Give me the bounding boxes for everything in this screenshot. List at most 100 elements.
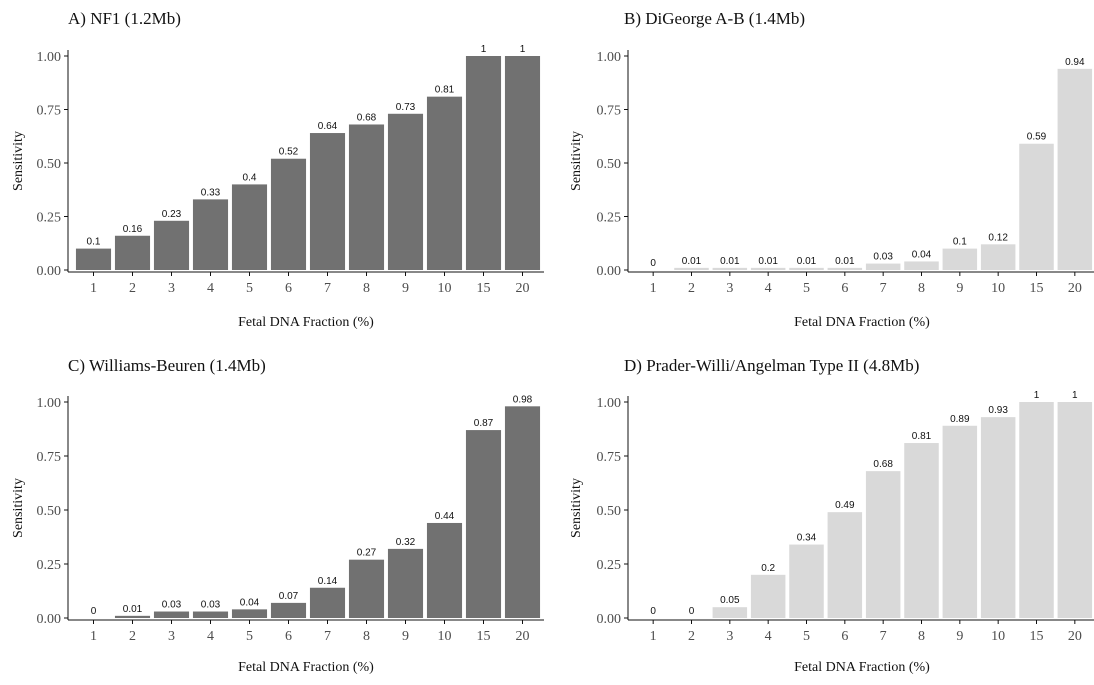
x-tick-label: 20 bbox=[516, 629, 530, 644]
bar-value-label: 0.01 bbox=[123, 604, 143, 615]
bar bbox=[827, 267, 863, 270]
bar bbox=[980, 417, 1016, 618]
bar bbox=[270, 602, 307, 618]
x-tick-label: 9 bbox=[402, 629, 409, 644]
x-tick-label: 2 bbox=[688, 629, 695, 644]
bar bbox=[504, 406, 541, 618]
y-tick-label: 0.75 bbox=[597, 450, 622, 465]
bar bbox=[426, 522, 463, 618]
bar-value-label: 0.14 bbox=[318, 576, 338, 587]
x-tick-label: 9 bbox=[402, 281, 409, 296]
bar bbox=[231, 184, 268, 270]
y-tick-label: 1.00 bbox=[37, 396, 62, 411]
bar bbox=[865, 263, 901, 270]
x-tick-label: 1 bbox=[650, 629, 657, 644]
x-tick-label: 3 bbox=[726, 281, 733, 296]
bar bbox=[348, 124, 385, 270]
bar-value-label: 0.12 bbox=[988, 232, 1008, 243]
chart-title: A) NF1 (1.2Mb) bbox=[68, 9, 181, 28]
x-tick-label: 10 bbox=[991, 281, 1005, 296]
x-tick-label: 10 bbox=[438, 629, 452, 644]
x-tick-label: 3 bbox=[168, 629, 175, 644]
bar-value-label: 0.03 bbox=[873, 252, 893, 263]
y-tick-label: 0.00 bbox=[597, 264, 622, 279]
bar bbox=[192, 199, 229, 270]
bar-value-label: 0.32 bbox=[396, 537, 416, 548]
x-tick-label: 2 bbox=[688, 281, 695, 296]
bar-value-label: 0.52 bbox=[279, 147, 299, 158]
bar bbox=[504, 56, 541, 270]
bar-value-label: 0.93 bbox=[988, 405, 1008, 416]
x-tick-label: 5 bbox=[246, 281, 253, 296]
bar bbox=[1019, 143, 1054, 270]
x-tick-label: 2 bbox=[129, 629, 136, 644]
bar bbox=[1019, 402, 1054, 618]
bar-value-label: 0.07 bbox=[279, 591, 299, 602]
bar bbox=[980, 244, 1016, 270]
bar bbox=[750, 267, 786, 270]
x-tick-label: 20 bbox=[1068, 281, 1082, 296]
chart-title: B) DiGeorge A-B (1.4Mb) bbox=[624, 9, 805, 28]
bar-value-label: 1 bbox=[520, 44, 526, 55]
bar-value-label: 0.04 bbox=[912, 249, 932, 260]
x-tick-label: 1 bbox=[90, 281, 97, 296]
bar-value-label: 1 bbox=[1072, 390, 1078, 401]
y-tick-label: 0.50 bbox=[37, 504, 62, 519]
y-tick-label: 0.50 bbox=[597, 504, 622, 519]
bar-value-label: 0.01 bbox=[797, 256, 817, 267]
y-tick-label: 0.50 bbox=[597, 157, 622, 172]
x-tick-label: 3 bbox=[168, 281, 175, 296]
bar bbox=[904, 261, 939, 270]
y-tick-label: 0.00 bbox=[597, 612, 622, 627]
bar bbox=[114, 615, 151, 618]
y-tick-label: 1.00 bbox=[597, 50, 622, 65]
bar bbox=[114, 235, 151, 270]
bar bbox=[789, 267, 824, 270]
x-tick-label: 6 bbox=[841, 629, 848, 644]
x-tick-label: 3 bbox=[726, 629, 733, 644]
bar bbox=[153, 220, 190, 270]
bar-value-label: 0.1 bbox=[953, 237, 967, 248]
bar bbox=[942, 425, 978, 618]
bar bbox=[865, 471, 901, 618]
chart-panel-1: A) NF1 (1.2Mb) 0.00 0.25 0.50 0.75 1.00 0.1 1 0.… bbox=[11, 9, 544, 330]
x-tick-label: 10 bbox=[991, 629, 1005, 644]
bar-value-label: 0.05 bbox=[720, 595, 740, 606]
x-axis-title: Fetal DNA Fraction (%) bbox=[794, 315, 930, 330]
bar bbox=[192, 611, 229, 618]
y-axis-title: Sensitivity bbox=[569, 478, 584, 538]
x-tick-label: 9 bbox=[956, 281, 963, 296]
x-axis-title: Fetal DNA Fraction (%) bbox=[238, 660, 374, 675]
x-tick-label: 15 bbox=[477, 629, 491, 644]
bar bbox=[387, 113, 424, 270]
y-tick-label: 0.50 bbox=[37, 157, 62, 172]
bar-value-label: 0.98 bbox=[513, 394, 533, 405]
y-axis-title: Sensitivity bbox=[11, 478, 26, 538]
x-tick-label: 20 bbox=[1068, 629, 1082, 644]
x-tick-label: 15 bbox=[477, 281, 491, 296]
y-tick-label: 1.00 bbox=[37, 50, 62, 65]
bar-value-label: 0 bbox=[650, 606, 656, 617]
bar bbox=[348, 559, 385, 618]
bar bbox=[75, 248, 112, 270]
bar-value-label: 0.27 bbox=[357, 548, 377, 559]
x-tick-label: 6 bbox=[285, 629, 292, 644]
bar-value-label: 0 bbox=[689, 606, 695, 617]
bar-value-label: 0.01 bbox=[835, 256, 855, 267]
chart-panel-3: C) Williams-Beuren (1.4Mb) 0.00 0.25 0.50 0.… bbox=[11, 356, 544, 675]
y-tick-label: 0.25 bbox=[597, 558, 622, 573]
x-tick-label: 6 bbox=[285, 281, 292, 296]
x-tick-label: 6 bbox=[841, 281, 848, 296]
x-tick-label: 8 bbox=[363, 281, 370, 296]
x-tick-label: 2 bbox=[129, 281, 136, 296]
bar-value-label: 0.87 bbox=[474, 418, 494, 429]
bar-value-label: 0.01 bbox=[720, 256, 740, 267]
bar bbox=[942, 248, 978, 270]
y-axis-title: Sensitivity bbox=[11, 131, 26, 191]
x-tick-label: 8 bbox=[918, 281, 925, 296]
y-tick-label: 0.75 bbox=[37, 104, 62, 119]
bar bbox=[231, 609, 268, 618]
y-tick-label: 0.25 bbox=[597, 211, 622, 226]
